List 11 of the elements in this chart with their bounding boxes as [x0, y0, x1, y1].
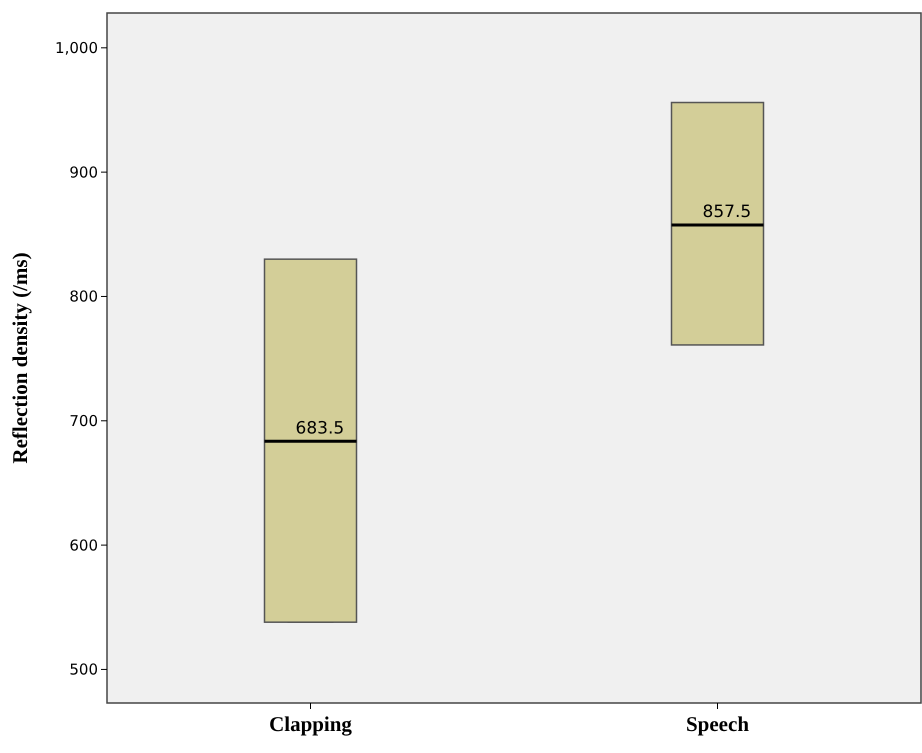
y-tick-label: 800	[69, 288, 98, 306]
annotation: 683.5	[296, 418, 344, 438]
annotation: 857.5	[702, 202, 752, 222]
y-tick-label: 500	[69, 660, 98, 679]
x-tick-label: Clapping	[269, 712, 352, 736]
y-tick-label: 700	[69, 412, 98, 430]
y-tick-label: 900	[69, 163, 98, 182]
x-tick-label: Speech	[686, 712, 750, 736]
y-axis-title: Reflection density (/ms)	[8, 252, 32, 464]
y-tick-label: 600	[69, 536, 98, 554]
y-tick-label: 1,000	[55, 39, 98, 58]
